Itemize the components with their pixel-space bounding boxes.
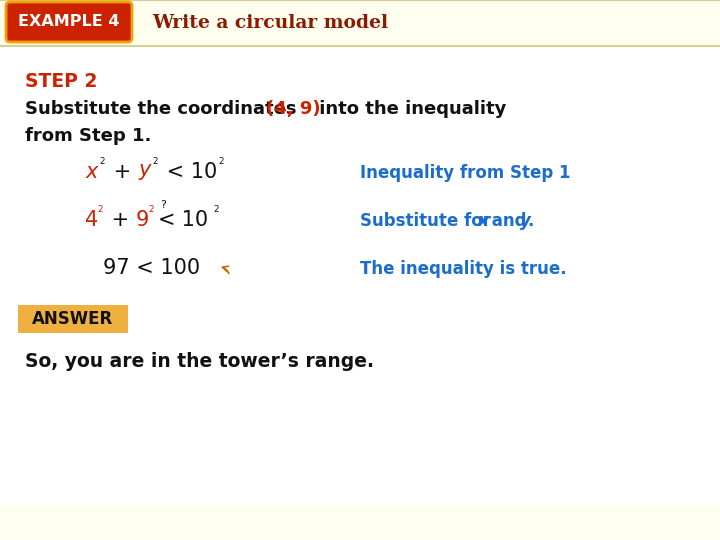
Text: .: .	[527, 212, 534, 230]
Bar	[0, 0, 720, 46]
Text: 10: 10	[175, 210, 208, 230]
Text: 4: 4	[85, 210, 98, 230]
Text: EXAMPLE 4: EXAMPLE 4	[18, 15, 120, 30]
Text: <: <	[158, 210, 176, 230]
Text: $\it{x}$: $\it{x}$	[85, 162, 100, 182]
Text: STEP 2: STEP 2	[25, 72, 97, 91]
Text: ANSWER: ANSWER	[32, 310, 114, 328]
Text: Substitute for: Substitute for	[360, 212, 497, 230]
Text: from Step 1.: from Step 1.	[25, 127, 151, 145]
Text: Inequality from Step 1: Inequality from Step 1	[360, 164, 570, 182]
Text: $^2$: $^2$	[213, 205, 220, 218]
Text: Write a circular model: Write a circular model	[152, 14, 388, 32]
Text: < 10: < 10	[160, 162, 217, 182]
Text: +: +	[107, 162, 138, 182]
Text: The inequality is true.: The inequality is true.	[360, 260, 567, 278]
Text: 97 < 100: 97 < 100	[103, 258, 200, 278]
Text: +: +	[105, 210, 136, 230]
FancyBboxPatch shape	[6, 2, 132, 42]
Text: and: and	[486, 212, 532, 230]
Text: $\it{y}$: $\it{y}$	[138, 162, 153, 182]
Text: $^2$: $^2$	[218, 157, 225, 170]
Bar	[0, 505, 720, 540]
Text: (4, 9): (4, 9)	[266, 100, 320, 118]
Text: $^2$: $^2$	[152, 157, 158, 170]
Text: 9: 9	[136, 210, 149, 230]
Text: y: y	[520, 212, 531, 230]
Text: So, you are in the tower’s range.: So, you are in the tower’s range.	[25, 352, 374, 371]
Text: Substitute the coordinates: Substitute the coordinates	[25, 100, 302, 118]
Text: into the inequality: into the inequality	[313, 100, 506, 118]
Text: x: x	[478, 212, 489, 230]
Text: $^2$: $^2$	[99, 157, 106, 170]
Text: $^2$: $^2$	[97, 205, 104, 218]
Text: $^2$: $^2$	[148, 205, 155, 218]
FancyBboxPatch shape	[18, 305, 128, 333]
Text: ?: ?	[160, 200, 166, 210]
